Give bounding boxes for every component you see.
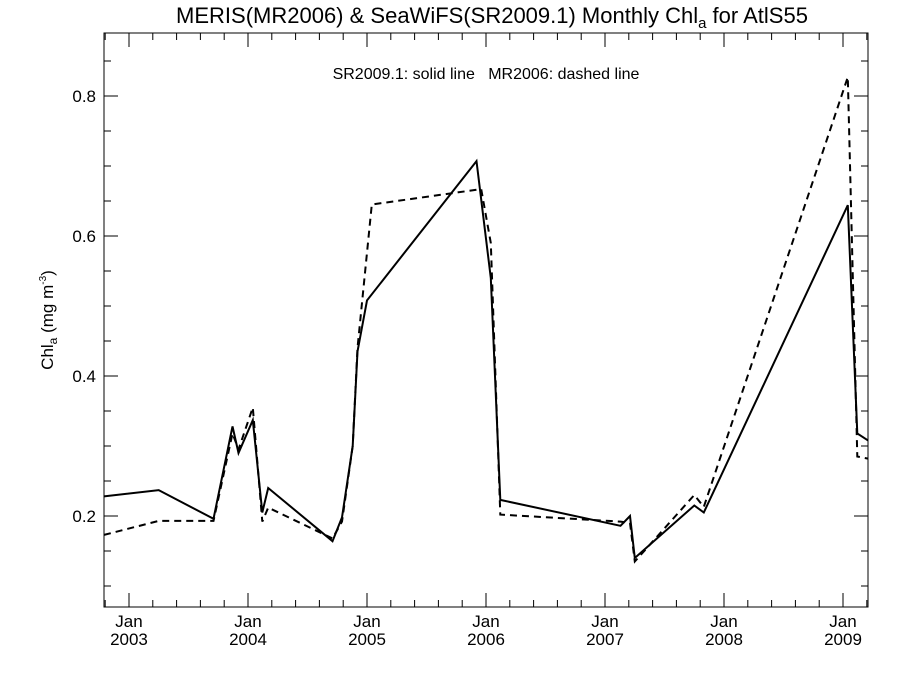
x-tick-year-label: 2004 <box>229 630 267 649</box>
y-tick-label: 0.2 <box>72 507 96 526</box>
series-line-MR2006 <box>103 76 869 564</box>
x-tick-month-label: Jan <box>234 612 261 631</box>
chart-title: MERIS(MR2006) & SeaWiFS(SR2009.1) Monthl… <box>176 3 808 32</box>
y-tick-label: 0.8 <box>72 87 96 106</box>
x-tick-month-label: Jan <box>829 612 856 631</box>
axis-ticks: 0.20.40.60.8Jan2003Jan2004Jan2005Jan2006… <box>72 33 868 649</box>
legend-note: SR2009.1: solid line MR2006: dashed line <box>333 66 640 83</box>
y-tick-label: 0.6 <box>72 227 96 246</box>
x-tick-year-label: 2007 <box>586 630 624 649</box>
x-tick-year-label: 2008 <box>705 630 743 649</box>
x-tick-month-label: Jan <box>115 612 142 631</box>
x-tick-month-label: Jan <box>710 612 737 631</box>
plot-frame <box>103 32 869 608</box>
x-tick-month-label: Jan <box>591 612 618 631</box>
title-subscript: a <box>698 15 707 32</box>
title-main: MERIS(MR2006) & SeaWiFS(SR2009.1) Monthl… <box>176 3 698 28</box>
x-tick-year-label: 2009 <box>824 630 862 649</box>
title-suffix: for AtlS55 <box>706 3 808 28</box>
ylabel-subscript: a <box>46 337 60 344</box>
ylabel-main: Chl <box>38 344 57 370</box>
x-tick-month-label: Jan <box>472 612 499 631</box>
x-tick-month-label: Jan <box>353 612 380 631</box>
x-tick-year-label: 2006 <box>467 630 505 649</box>
y-axis-label: Chla (mg m-3) <box>38 270 60 370</box>
x-tick-year-label: 2005 <box>348 630 386 649</box>
x-tick-year-label: 2003 <box>110 630 148 649</box>
ylabel-unit-prefix: (mg m <box>38 285 57 338</box>
ylabel-unit-suffix: ) <box>38 270 57 276</box>
ylabel-unit-superscript: -3 <box>38 275 49 284</box>
y-tick-label: 0.4 <box>72 367 96 386</box>
series-group <box>103 76 869 564</box>
